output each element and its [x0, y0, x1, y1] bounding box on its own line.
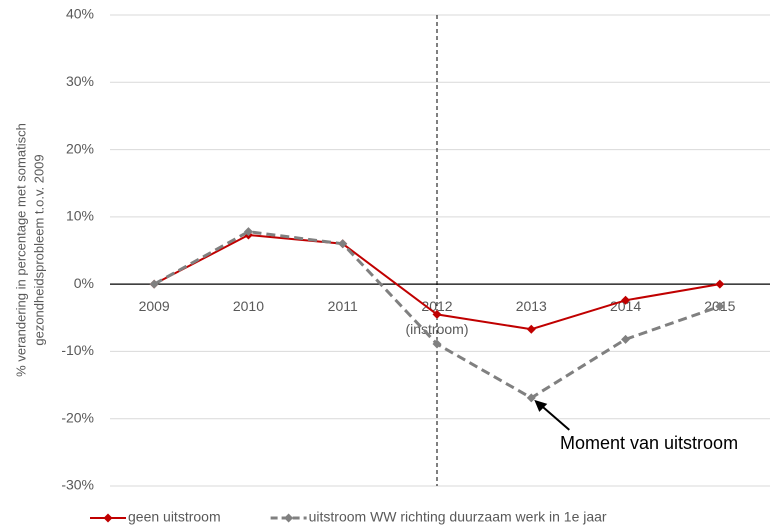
legend-label: geen uitstroom	[128, 509, 221, 525]
series-marker	[621, 295, 631, 305]
x-tick-label: 2013	[516, 298, 547, 314]
legend-marker	[103, 513, 113, 523]
series-marker	[715, 301, 725, 311]
y-tick-label: 10%	[66, 208, 94, 224]
series-marker	[715, 279, 725, 289]
y-tick-label: -30%	[61, 477, 94, 493]
y-tick-label: 0%	[74, 275, 94, 291]
series-marker	[432, 339, 442, 349]
series-marker	[621, 334, 631, 344]
x-tick-label: 2011	[328, 298, 358, 314]
annotation-arrow	[538, 403, 570, 431]
series-marker	[432, 309, 442, 319]
y-tick-label: -20%	[61, 409, 94, 425]
x-tick-note: (instroom)	[405, 321, 468, 337]
y-tick-label: 40%	[66, 6, 94, 22]
series-marker	[526, 393, 536, 403]
annotation: Moment van uitstroom	[560, 433, 738, 453]
legend-marker	[284, 513, 294, 523]
series-marker	[243, 227, 253, 237]
legend-label: uitstroom WW richting duurzaam werk in 1…	[309, 509, 607, 525]
y-tick-label: 30%	[66, 73, 94, 89]
y-axis-label: gezondheidsprobleem t.o.v. 2009	[31, 154, 46, 345]
y-tick-label: -10%	[61, 342, 94, 358]
series-marker	[149, 279, 159, 289]
x-tick-label: 2009	[139, 298, 170, 314]
series-marker	[526, 324, 536, 334]
x-tick-label: 2010	[233, 298, 264, 314]
y-axis-label: % verandering in percentage met somatisc…	[13, 123, 28, 377]
annotation-arrowhead	[534, 399, 548, 412]
series-marker	[338, 239, 348, 249]
y-tick-label: 20%	[66, 140, 94, 156]
